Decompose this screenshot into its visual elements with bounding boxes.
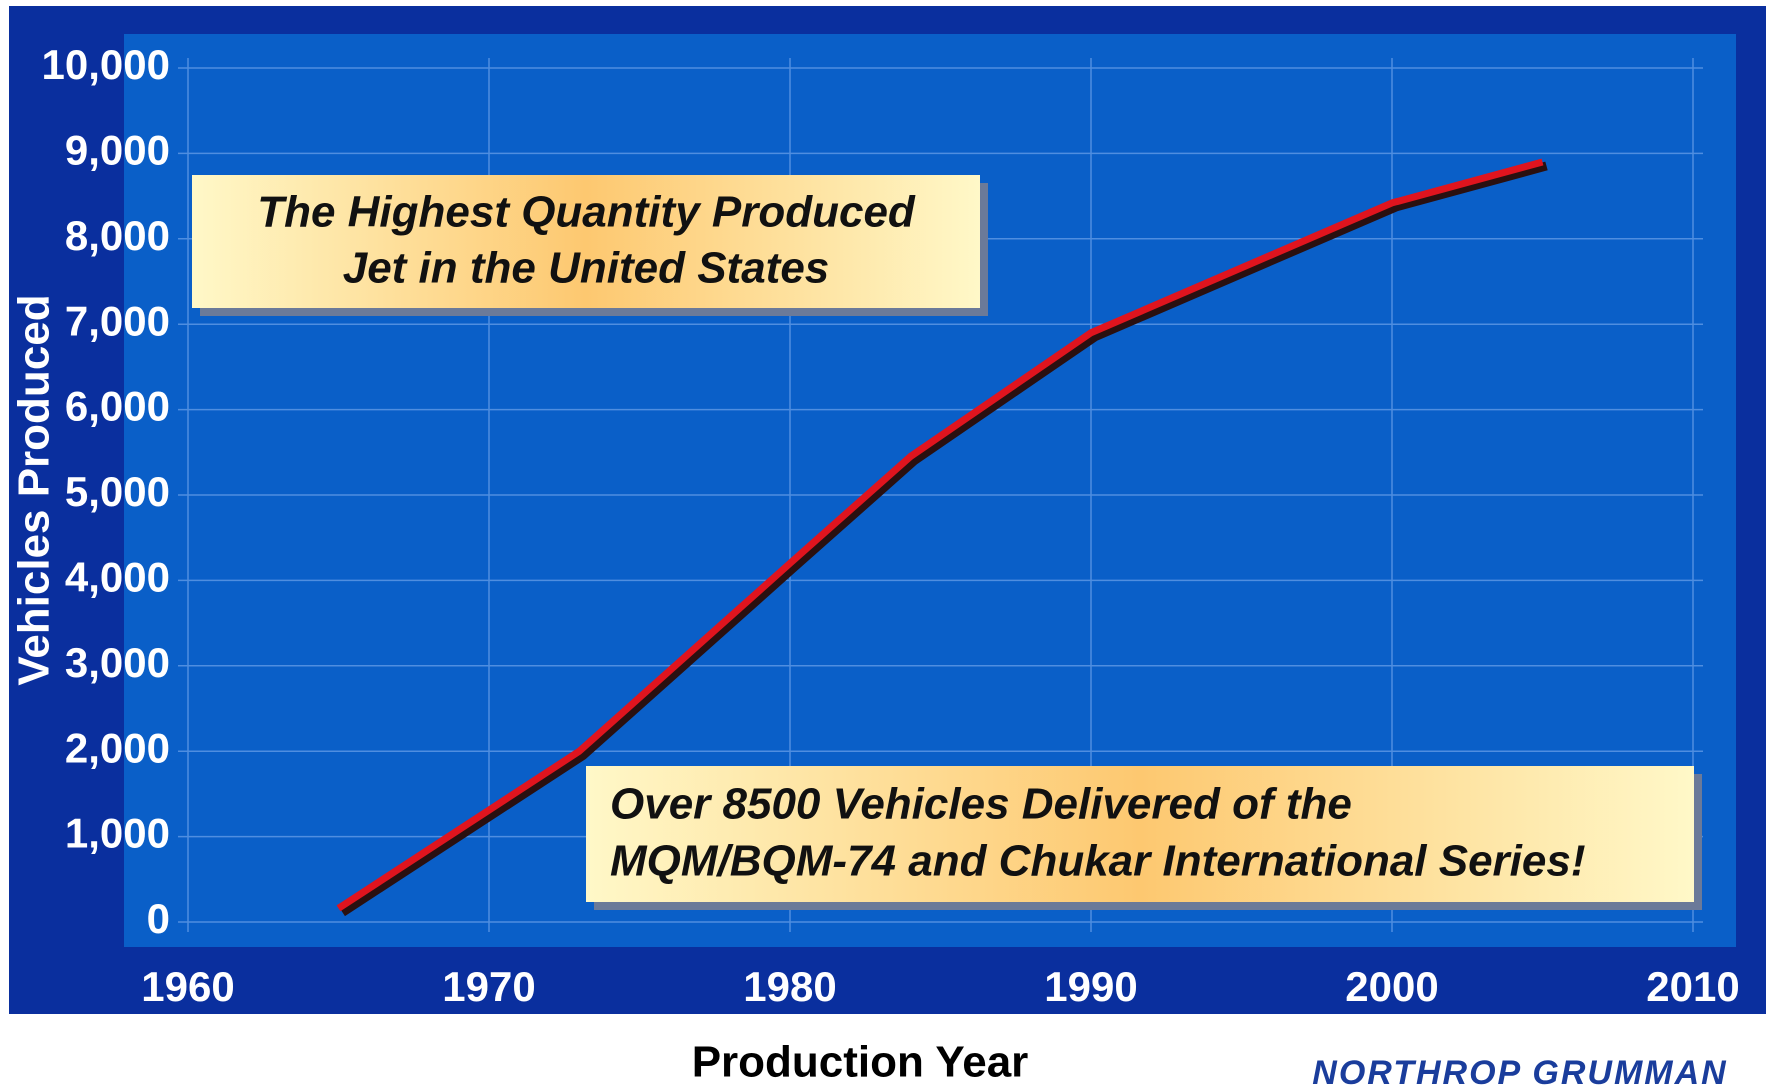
y-tick-label: 2,000 [65,724,170,771]
annotation-text: The Highest Quantity Produced [257,188,916,237]
line-shadow [340,161,1548,917]
annotation-box [586,766,1694,902]
x-tick-label: 1990 [1044,963,1137,1010]
x-tick-label: 2010 [1646,963,1739,1010]
y-tick-label: 3,000 [65,639,170,686]
annotation-text: Over 8500 Vehicles Delivered of the [610,779,1352,828]
y-tick-label: 8,000 [65,212,170,259]
annotation-text: MQM/BQM-74 and Chukar International Seri… [610,837,1586,886]
x-tick-label: 2000 [1345,963,1438,1010]
y-tick-label: 1,000 [65,810,170,857]
data-line [336,158,1544,912]
annotation-box [192,175,980,308]
y-tick-label: 0 [147,895,170,942]
y-tick-label: 10,000 [42,41,170,88]
logo: NORTHROP GRUMMAN [1312,1054,1727,1087]
y-tick-label: 4,000 [65,553,170,600]
y-tick-label: 6,000 [65,383,170,430]
y-tick-label: 7,000 [65,297,170,344]
annotation-text: Jet in the United States [343,243,830,292]
y-axis-title: Vehicles Produced [10,294,59,685]
x-tick-label: 1960 [141,963,234,1010]
y-tick-label: 9,000 [65,126,170,173]
x-tick-label: 1980 [743,963,836,1010]
x-axis-title: Production Year [692,1038,1029,1087]
x-tick-label: 1970 [442,963,535,1010]
y-tick-label: 5,000 [65,468,170,515]
